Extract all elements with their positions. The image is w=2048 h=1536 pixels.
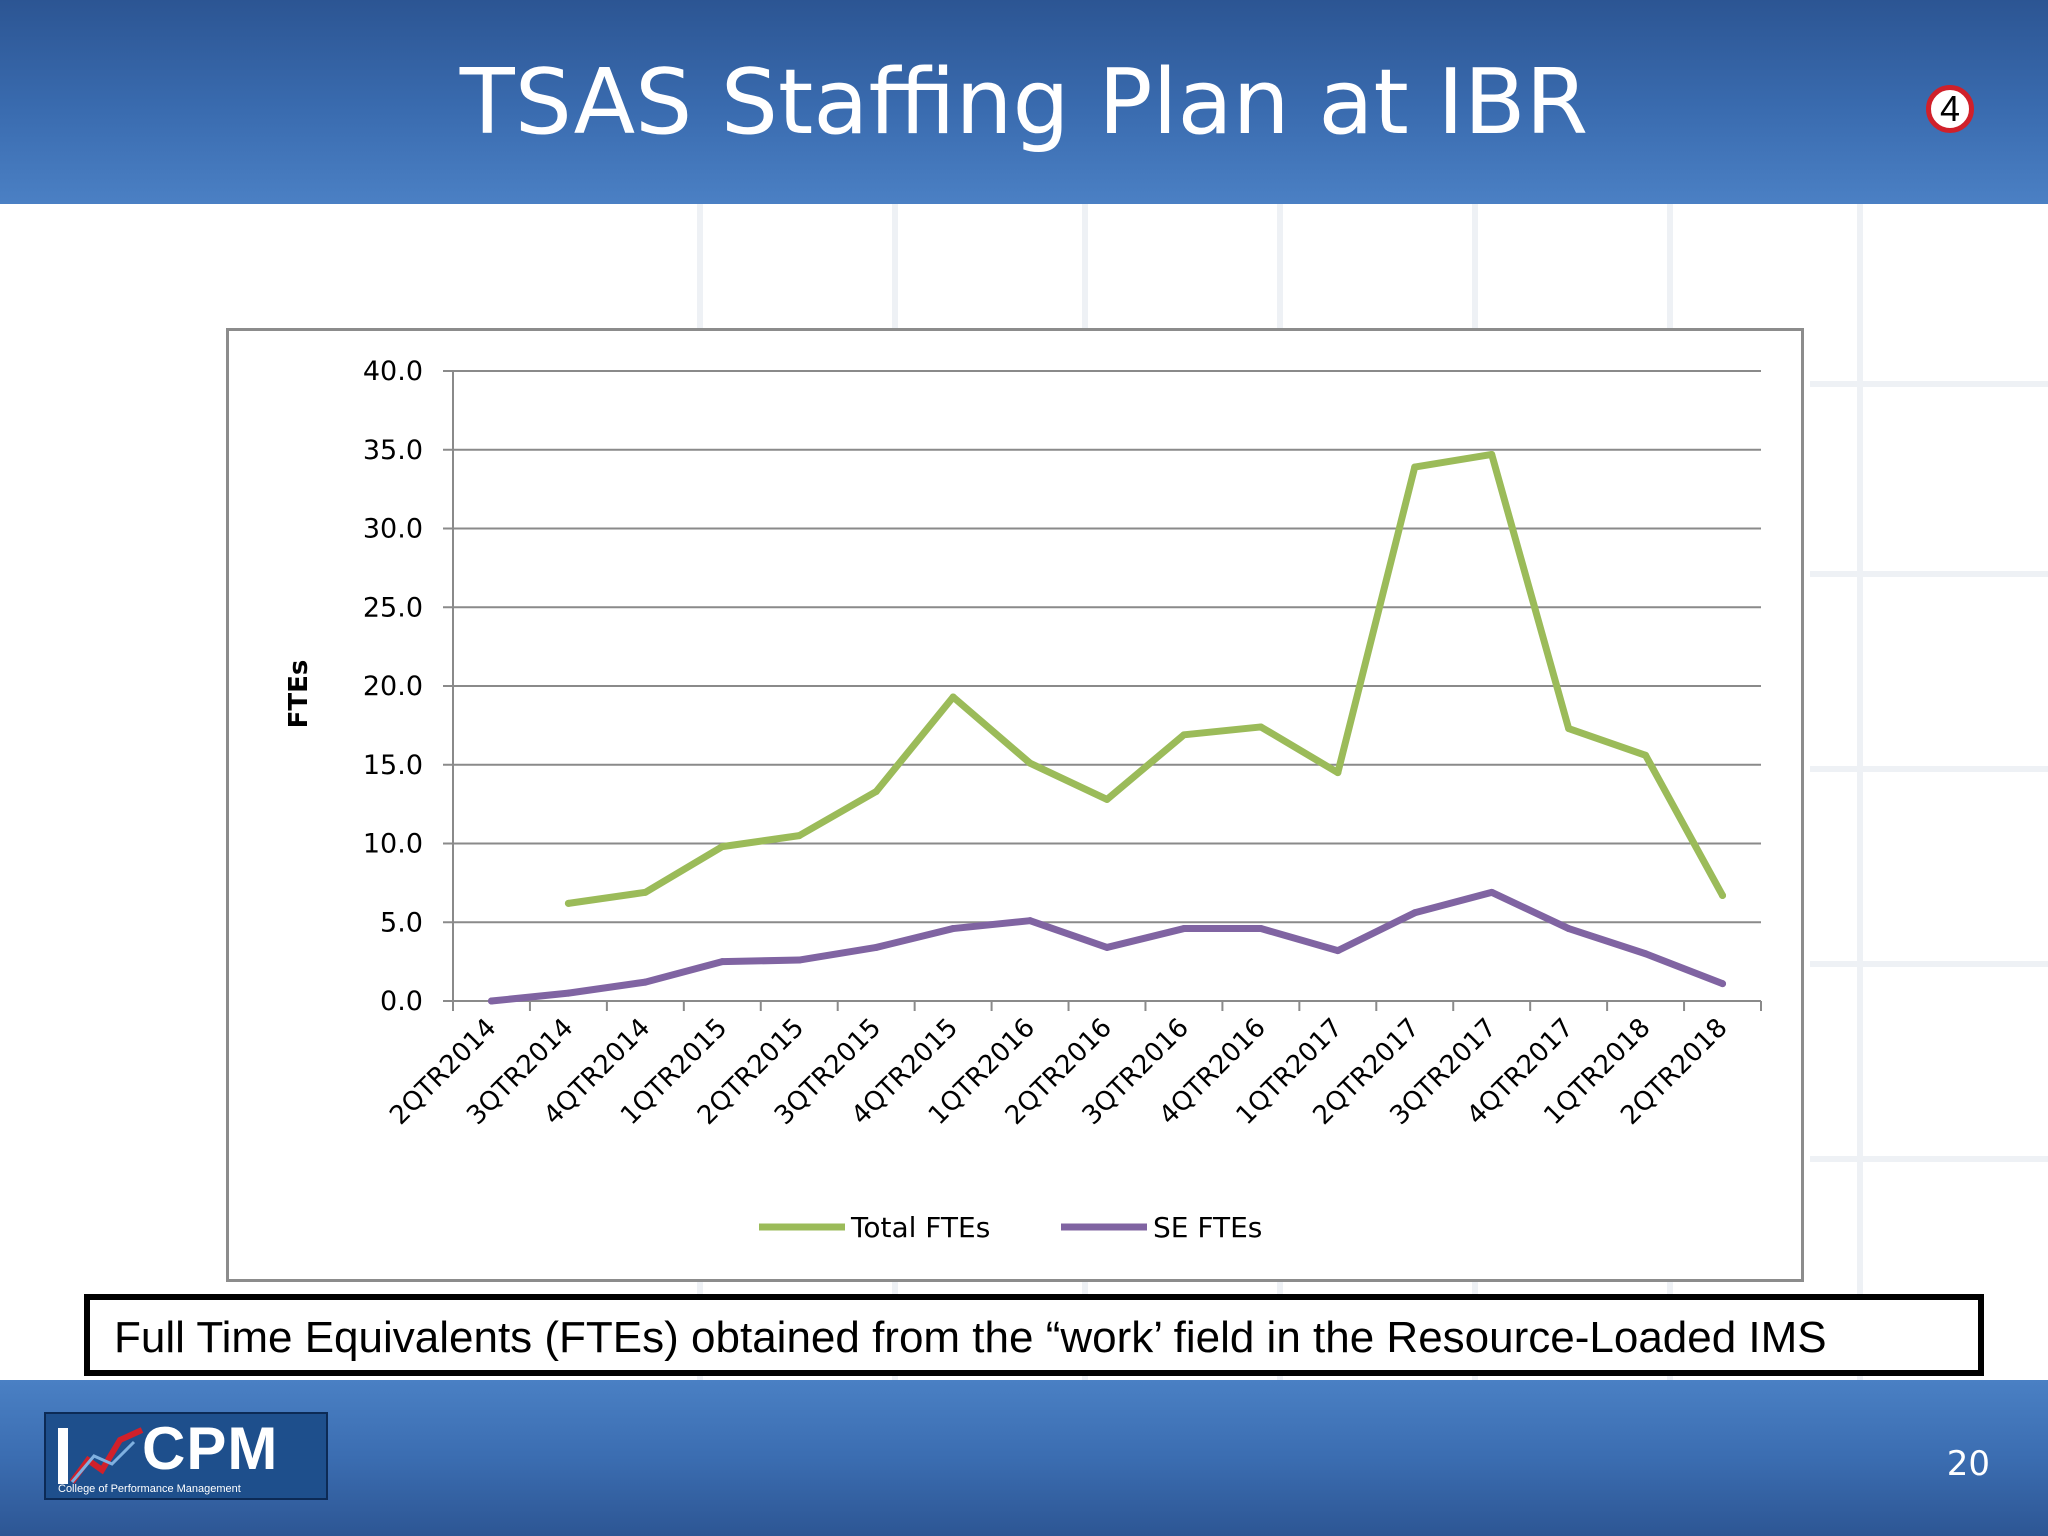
data-point: [795, 832, 803, 840]
data-point: [1642, 751, 1650, 759]
data-point: [564, 989, 572, 997]
footer-bar: [0, 1380, 2048, 1536]
chart-frame: 0.0 5.0 10.0 15.0 20.0 25.0 30.0 35.0 40.0 2QTR20…: [226, 328, 1804, 1282]
y-tick-label: 10.0: [363, 829, 423, 860]
data-point: [1411, 463, 1419, 471]
logo-name: CPM: [142, 1415, 279, 1482]
data-point: [872, 788, 880, 796]
data-point: [1103, 795, 1111, 803]
caption-text: Full Time Equivalents (FTEs) obtained fr…: [114, 1313, 1827, 1362]
data-point: [1334, 947, 1342, 955]
y-tick-label: 15.0: [363, 750, 423, 781]
data-point: [1257, 723, 1265, 731]
data-point: [1719, 980, 1727, 988]
data-point: [949, 925, 957, 933]
data-point: [1257, 925, 1265, 933]
slide-title: TSAS Staffing Plan at IBR: [459, 50, 1589, 155]
legend-label: SE FTEs: [1153, 1211, 1262, 1244]
data-point: [1565, 925, 1573, 933]
caption-box: Full Time Equivalents (FTEs) obtained fr…: [84, 1294, 1984, 1376]
data-point: [1411, 909, 1419, 917]
data-point: [1488, 450, 1496, 458]
data-point: [641, 888, 649, 896]
data-point: [1180, 925, 1188, 933]
data-point: [1334, 769, 1342, 777]
data-point: [487, 997, 495, 1005]
data-point: [1026, 759, 1034, 767]
y-tick-label: 30.0: [363, 514, 423, 545]
y-tick-label: 40.0: [363, 356, 423, 387]
y-tick-label: 25.0: [363, 592, 423, 623]
data-point: [718, 843, 726, 851]
y-tick-label: 35.0: [363, 435, 423, 466]
y-tick-label: 20.0: [363, 671, 423, 702]
series-line-total-ftes: [564, 450, 1727, 907]
data-point: [949, 693, 957, 701]
logo-subtitle: College of Performance Management: [58, 1483, 241, 1495]
page-number: 20: [1946, 1444, 1990, 1484]
cpm-logo: CPM College of Performance Management: [44, 1412, 328, 1500]
y-tick-label: 0.0: [380, 986, 423, 1017]
step-number-badge: 4: [1926, 85, 1974, 133]
data-point: [1180, 731, 1188, 739]
data-point: [641, 978, 649, 986]
cpm-logo-mark-icon: [58, 1427, 144, 1484]
data-point: [795, 956, 803, 964]
data-point: [1642, 950, 1650, 958]
data-point: [718, 958, 726, 966]
data-point: [872, 943, 880, 951]
data-point: [1488, 888, 1496, 896]
data-point: [564, 899, 572, 907]
title-bar: TSAS Staffing Plan at IBR 4: [0, 0, 2048, 204]
y-tick-label: 5.0: [380, 907, 423, 938]
data-point: [1103, 943, 1111, 951]
data-point: [1026, 917, 1034, 925]
legend-label: Total FTEs: [850, 1211, 990, 1244]
y-axis-label: FTEs: [284, 660, 314, 729]
fte-line-chart: 0.05.010.015.020.025.030.035.040.02QTR20…: [284, 356, 1762, 1244]
data-point: [1565, 725, 1573, 733]
data-point: [1719, 891, 1727, 899]
